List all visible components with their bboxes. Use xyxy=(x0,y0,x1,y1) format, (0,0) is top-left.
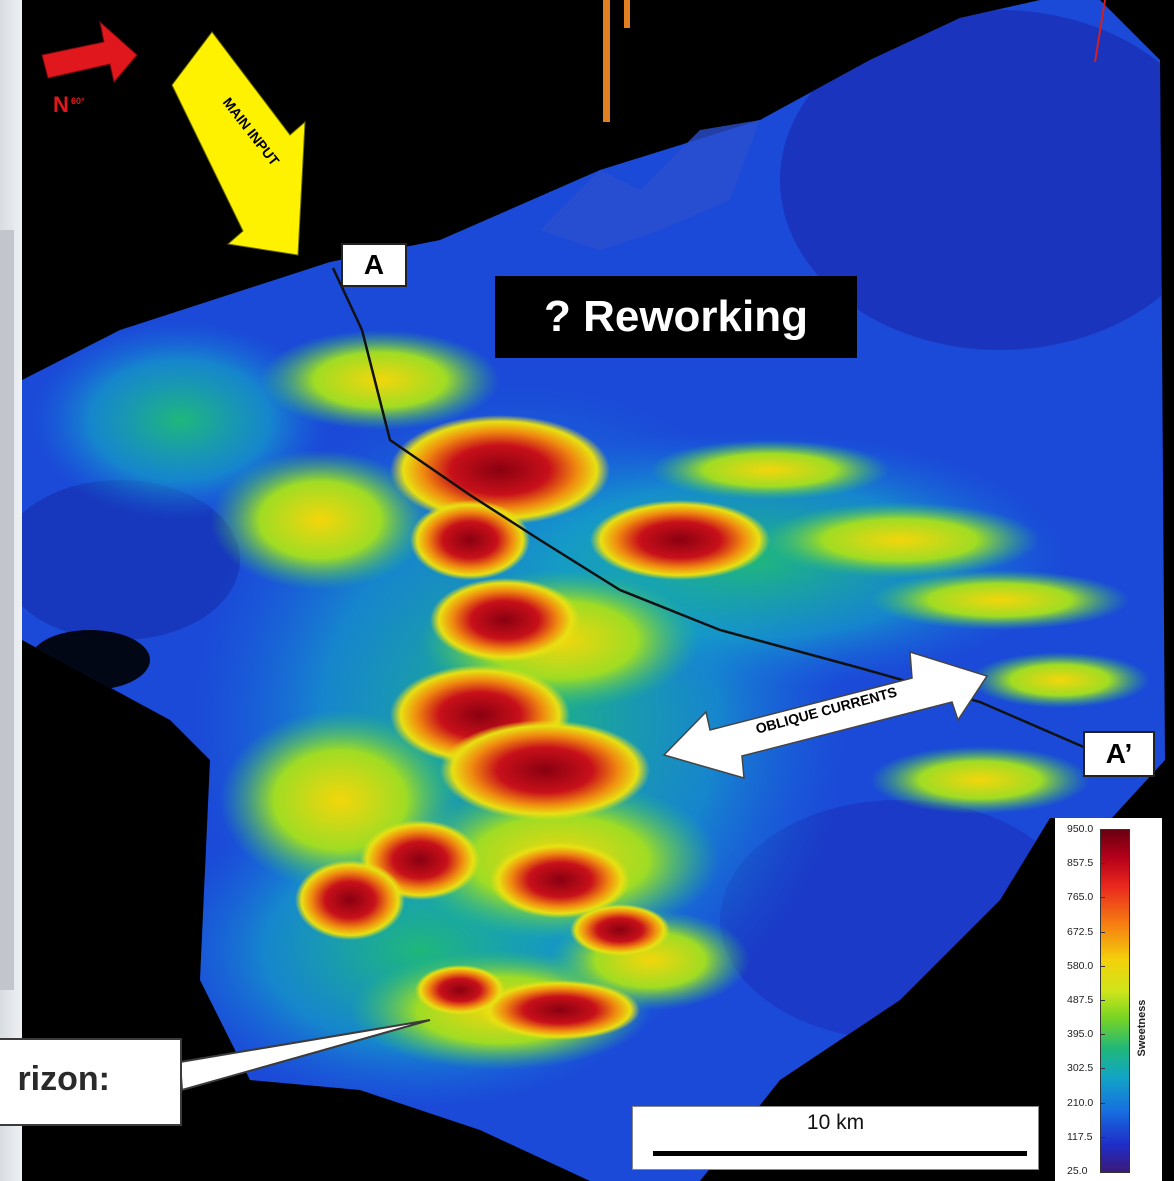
reworking-label: ? Reworking xyxy=(495,276,857,358)
legend-tick-label: 487.5 xyxy=(1067,994,1105,1006)
section-end-label: A’ xyxy=(1083,731,1155,777)
left-border-shadow xyxy=(0,230,14,990)
northern-ridge xyxy=(540,120,760,250)
horizon-callout: rizon: xyxy=(0,1038,182,1126)
legend-tick-label: 857.5 xyxy=(1067,857,1105,869)
callout-text: rizon: xyxy=(17,1060,110,1098)
scale-label: 10 km xyxy=(806,1111,865,1134)
well-marker-line xyxy=(1094,0,1106,63)
legend-tick-label: 950.0 xyxy=(1067,823,1105,835)
main-input-arrow-icon xyxy=(171,31,306,256)
well-bore xyxy=(603,0,610,122)
scale-bar-box: 10 km xyxy=(632,1106,1039,1170)
legend-title: Sweetness xyxy=(1136,999,1148,1057)
north-arrow-icon xyxy=(41,20,138,84)
legend-color-bar xyxy=(1100,829,1130,1173)
north-degrees-label: 60° xyxy=(71,96,85,106)
legend-tick-label: 117.5 xyxy=(1067,1131,1105,1143)
legend-tick-label: 765.0 xyxy=(1067,891,1105,903)
well-bore-2 xyxy=(624,0,630,28)
legend-tick-label: 25.0 xyxy=(1067,1165,1105,1177)
legend-title-box: Sweetness xyxy=(1129,968,1155,1088)
legend-tick-label: 672.5 xyxy=(1067,926,1105,938)
color-legend: 950.0 857.5 765.0 672.5 580.0 487.5 395.0 302.5… xyxy=(1055,818,1162,1181)
legend-tick-label: 210.0 xyxy=(1067,1097,1105,1109)
legend-tick-label: 302.5 xyxy=(1067,1062,1105,1074)
section-start-label: A xyxy=(341,243,407,287)
north-label: N xyxy=(53,92,69,117)
legend-tick-label: 395.0 xyxy=(1067,1028,1105,1040)
oblique-currents-arrow-icon xyxy=(662,650,989,780)
scale-bar xyxy=(653,1151,1027,1156)
legend-tick-label: 580.0 xyxy=(1067,960,1105,972)
